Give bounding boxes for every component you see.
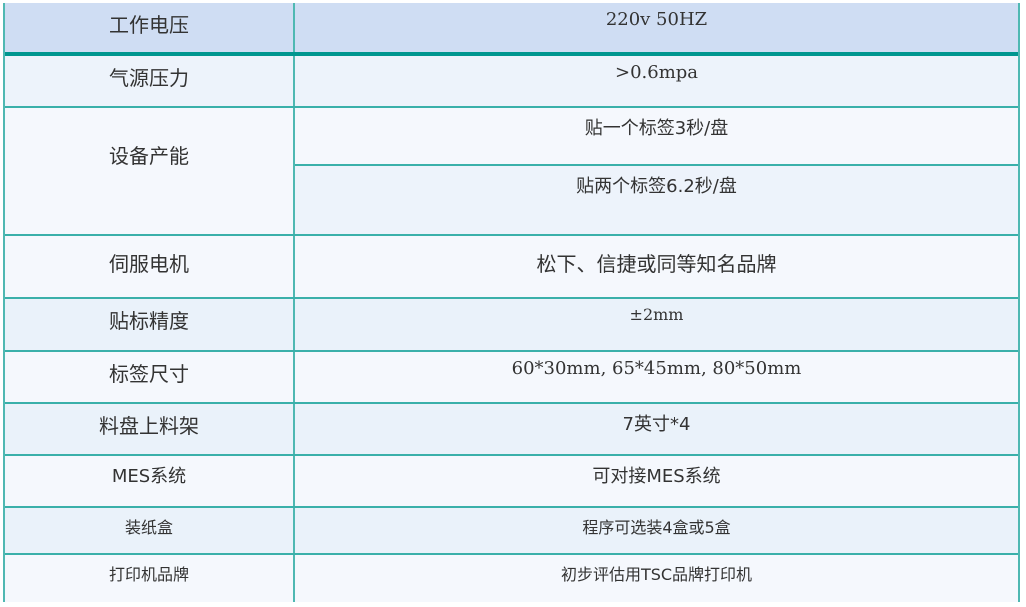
row-label: 料盘上料架 bbox=[99, 414, 199, 438]
row-value: 程序可选装4盒或5盒 bbox=[582, 518, 731, 537]
row-value: 初步评估用TSC品牌打印机 bbox=[560, 565, 753, 584]
row-label: 标签尺寸 bbox=[109, 362, 189, 386]
table-row: 伺服电机 松下、信捷或同等知名品牌 bbox=[5, 234, 1018, 297]
table-row: 打印机品牌 初步评估用TSC品牌打印机 bbox=[5, 553, 1018, 602]
row-label: 气源压力 bbox=[109, 66, 189, 90]
row-label: 打印机品牌 bbox=[108, 565, 189, 584]
row-value: ±2mm bbox=[629, 305, 684, 324]
row-value: >0.6mpa bbox=[614, 62, 699, 83]
row-value: 7英寸*4 bbox=[622, 414, 691, 435]
table-header-row: 工作电压 220v 50HZ bbox=[5, 3, 1018, 56]
row-value: 贴两个标签6.2秒/盘 bbox=[576, 176, 737, 197]
table-row: 设备产能 贴一个标签3秒/盘 贴两个标签6.2秒/盘 bbox=[5, 106, 1018, 234]
table-row: MES系统 可对接MES系统 bbox=[5, 454, 1018, 506]
table-row: 装纸盒 程序可选装4盒或5盒 bbox=[5, 506, 1018, 553]
row-value: 60*30mm, 65*45mm, 80*50mm bbox=[511, 358, 802, 379]
row-value: 松下、信捷或同等知名品牌 bbox=[536, 252, 777, 276]
row-value: 可对接MES系统 bbox=[592, 466, 721, 487]
table-row: 料盘上料架 7英寸*4 bbox=[5, 402, 1018, 454]
table-row: 贴标精度 ±2mm bbox=[5, 297, 1018, 350]
header-value: 220v 50HZ bbox=[605, 9, 708, 30]
table-row: 标签尺寸 60*30mm, 65*45mm, 80*50mm bbox=[5, 350, 1018, 402]
row-value: 贴一个标签3秒/盘 bbox=[584, 118, 729, 139]
table-row: 气源压力 >0.6mpa bbox=[5, 56, 1018, 106]
row-label: 贴标精度 bbox=[109, 309, 189, 333]
spec-table: 工作电压 220v 50HZ 气源压力 >0.6mpa 设备产能 贴一个标签3秒… bbox=[3, 3, 1020, 602]
row-label: 伺服电机 bbox=[109, 252, 189, 276]
row-label: MES系统 bbox=[111, 466, 187, 487]
row-label: 设备产能 bbox=[109, 144, 189, 168]
row-label: 装纸盒 bbox=[124, 518, 173, 537]
header-label: 工作电压 bbox=[109, 13, 189, 37]
